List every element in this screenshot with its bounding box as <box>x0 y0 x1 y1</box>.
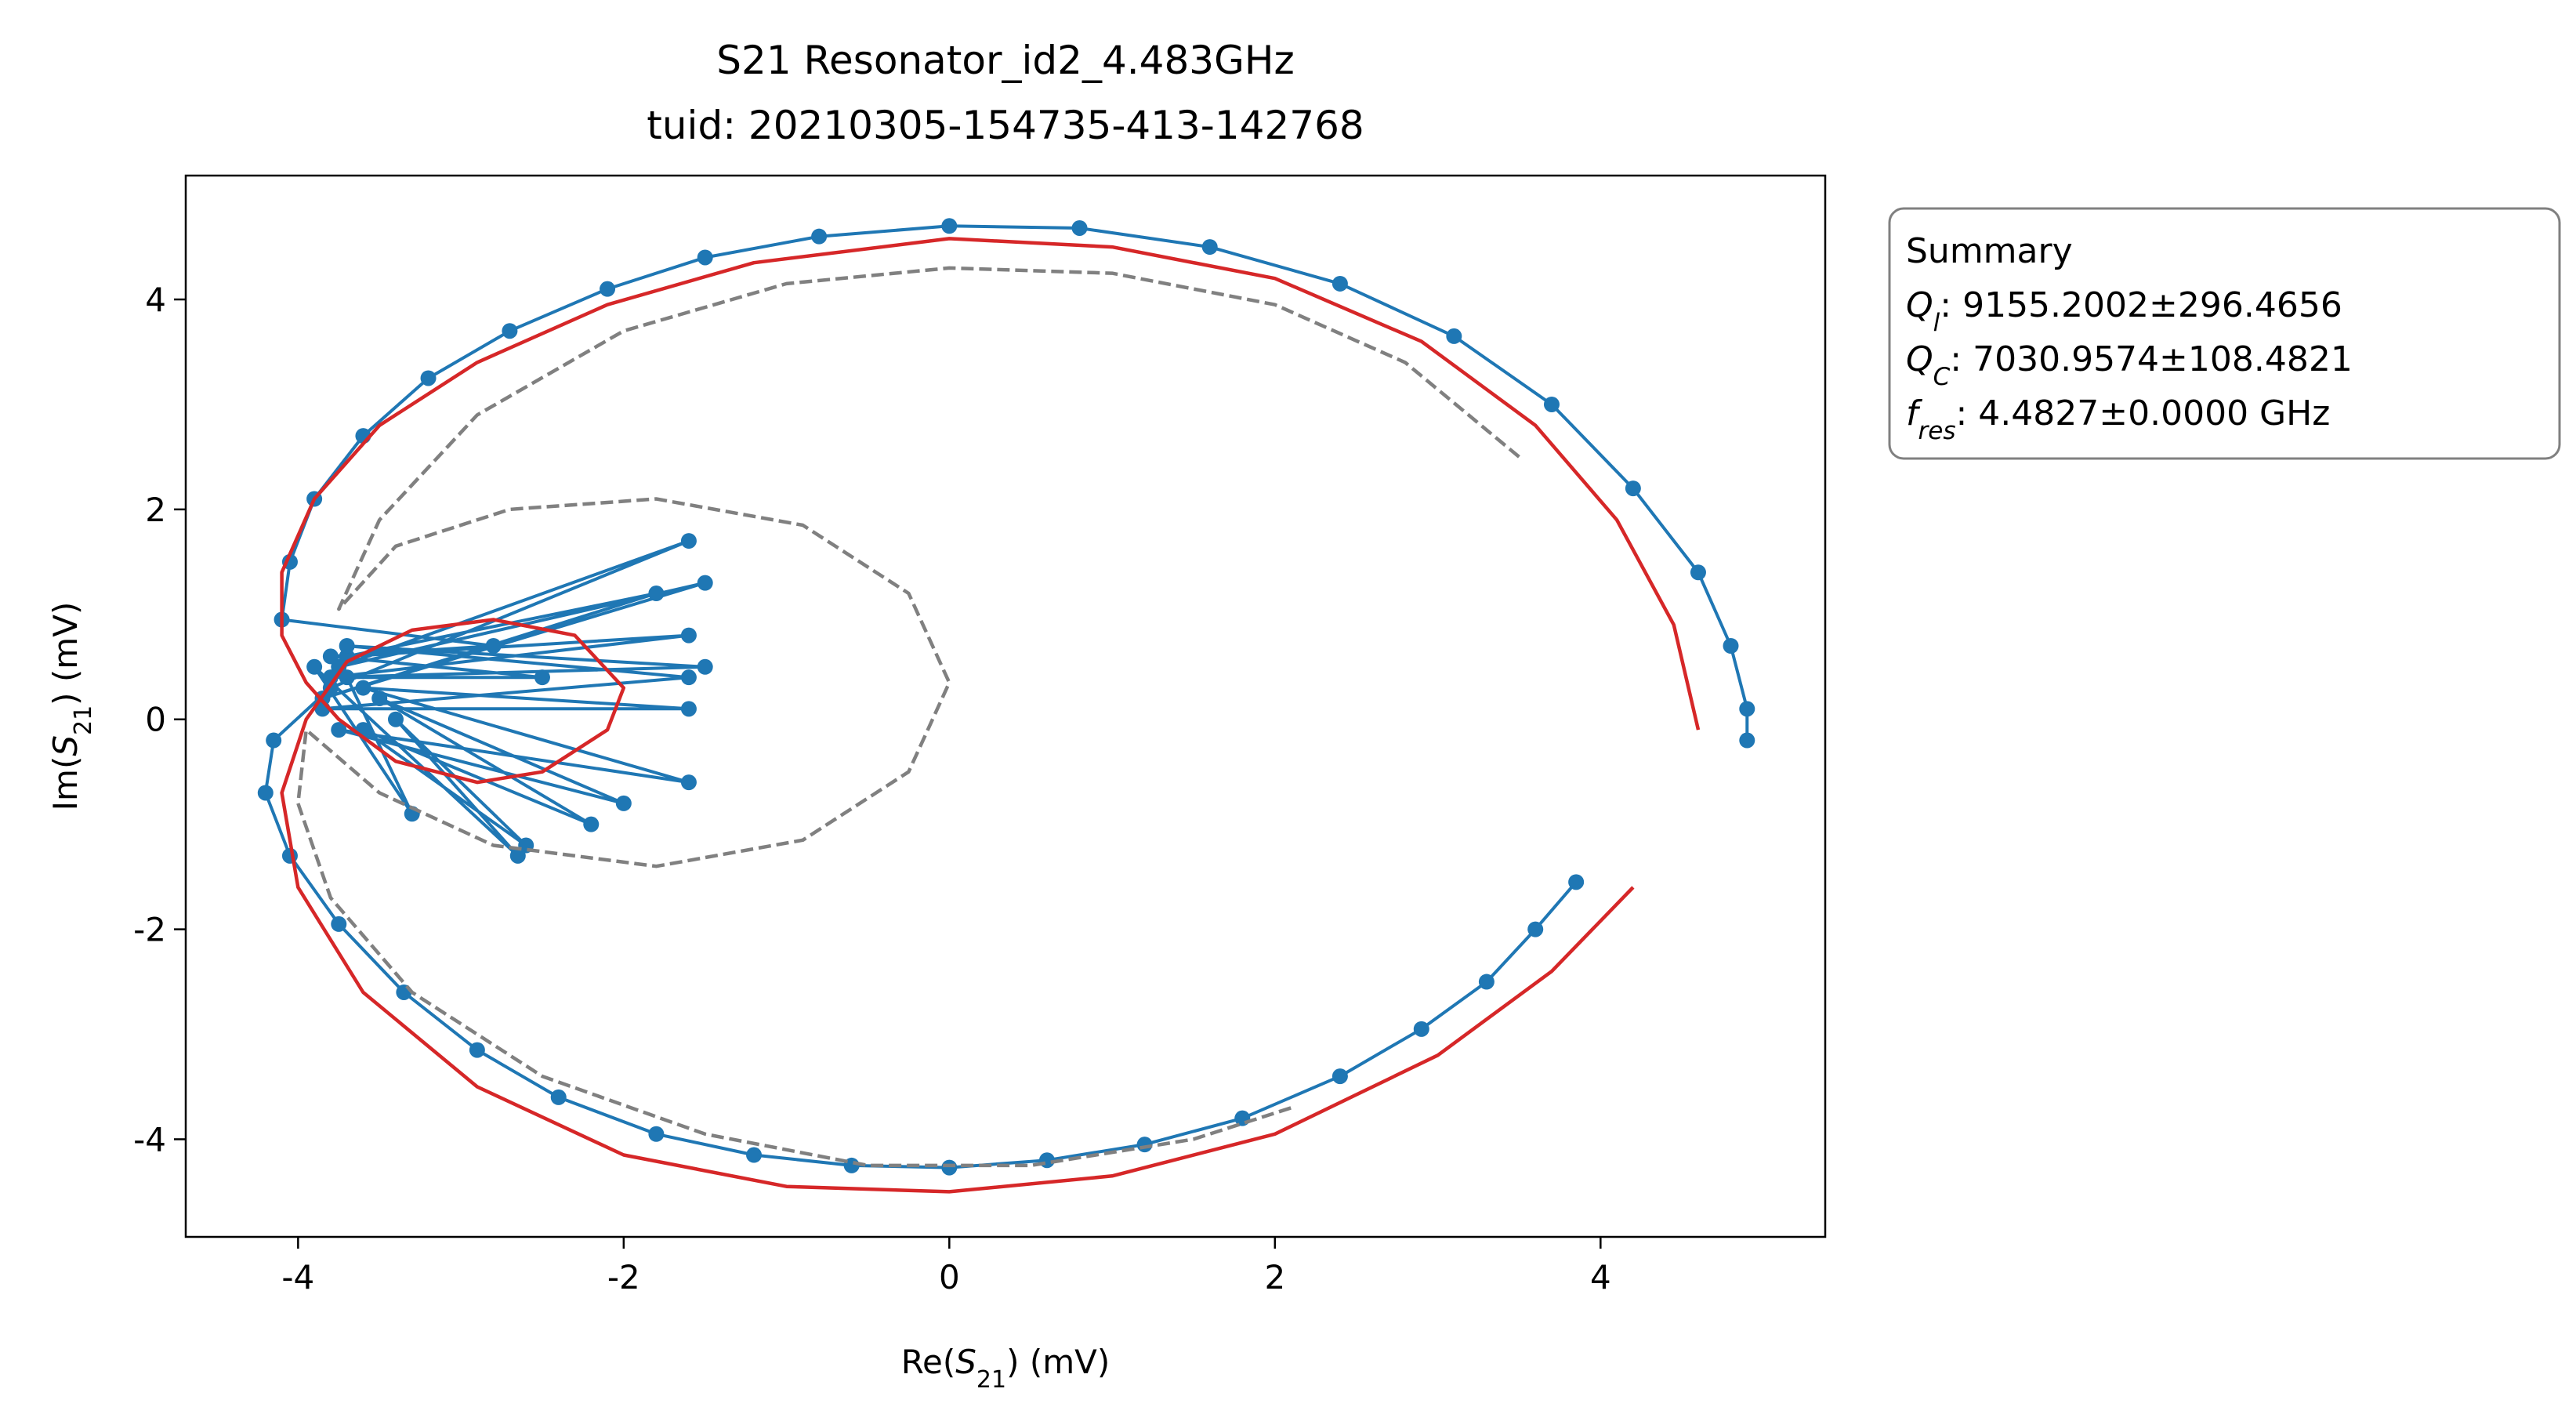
summary-line: fres: 4.4827±0.0000 GHz <box>1906 393 2330 445</box>
data-point <box>697 575 713 591</box>
x-tick-label: -4 <box>281 1258 314 1296</box>
data-point <box>371 690 388 706</box>
data-point <box>306 658 323 675</box>
summary-subscript: res <box>1918 417 1956 445</box>
summary-subscript: l <box>1933 309 1940 337</box>
data-point <box>811 228 828 245</box>
y-tick-label: -2 <box>133 911 166 949</box>
chart-title: S21 Resonator_id2_4.483GHz <box>716 38 1294 83</box>
summary-value: : 7030.9574±108.4821 <box>1950 339 2353 379</box>
label-symbol: S <box>955 1343 976 1381</box>
data-point <box>697 249 713 266</box>
x-tick-label: 4 <box>1590 1258 1611 1296</box>
summary-subscript: C <box>1933 363 1951 391</box>
y-tick-label: 0 <box>145 701 166 739</box>
label-subscript: 21 <box>70 705 97 735</box>
y-axis-label: Im(S21) (mV) <box>46 602 97 811</box>
data-point <box>1690 564 1706 581</box>
y-tick-label: -4 <box>133 1120 166 1158</box>
summary-line: Ql: 9155.2002±296.4656 <box>1906 285 2342 337</box>
x-tick-label: 2 <box>1264 1258 1285 1296</box>
label-subscript: 21 <box>976 1366 1006 1394</box>
summary-value: : 9155.2002±296.4656 <box>1940 285 2342 325</box>
label-text: ) (mV) <box>46 602 85 705</box>
data-point <box>387 711 404 727</box>
data-point <box>1478 974 1495 990</box>
x-axis-label: Re(S21) (mV) <box>901 1343 1110 1394</box>
summary-symbol: Q <box>1906 339 1933 379</box>
data-point <box>509 847 526 864</box>
data-point <box>600 281 616 297</box>
data-point <box>322 648 339 665</box>
data-point <box>1625 480 1641 497</box>
data-point <box>420 370 437 386</box>
summary-value: : 4.4827±0.0000 GHz <box>1955 393 2330 433</box>
data-point <box>1723 637 1739 654</box>
label-text: Im( <box>46 756 85 811</box>
label-text: Re( <box>901 1343 956 1381</box>
data-point <box>1413 1021 1429 1037</box>
data-point <box>648 586 665 602</box>
y-tick-label: 2 <box>145 491 166 529</box>
data-point <box>941 1159 958 1176</box>
data-point <box>534 669 550 686</box>
data-point <box>331 916 347 932</box>
summary-symbol: Q <box>1906 285 1933 325</box>
axes-frame <box>184 174 1827 1238</box>
data-point <box>941 218 958 234</box>
data-point <box>1739 732 1755 749</box>
data-point <box>680 533 697 549</box>
data-point <box>615 795 632 811</box>
series-line <box>296 266 1520 1168</box>
data-point <box>1527 921 1544 937</box>
data-point <box>339 637 355 654</box>
plot-area <box>257 218 1755 1194</box>
y-tick-label: 4 <box>145 281 166 319</box>
summary-heading: Summary <box>1906 231 2073 271</box>
data-point <box>502 323 518 339</box>
summary-box <box>1888 207 2561 460</box>
data-point <box>266 732 282 749</box>
x-tick-label: -2 <box>607 1258 640 1296</box>
data-point <box>680 774 697 791</box>
data-point <box>550 1089 567 1105</box>
data-point <box>1071 219 1088 236</box>
data-point <box>339 669 355 686</box>
data-point <box>680 627 697 644</box>
series-line <box>280 237 1701 1194</box>
x-tick-label: 0 <box>939 1258 960 1296</box>
data-point <box>1201 239 1218 256</box>
data-point <box>697 658 713 675</box>
data-point <box>257 785 274 801</box>
data-point <box>746 1147 763 1163</box>
data-point <box>355 680 371 696</box>
data-point <box>583 816 600 832</box>
data-point <box>680 701 697 717</box>
data-point <box>1331 275 1348 292</box>
data-point <box>1568 874 1585 890</box>
data-point <box>469 1042 485 1058</box>
data-point <box>485 637 502 654</box>
data-point <box>1739 701 1755 717</box>
label-symbol: S <box>46 735 85 756</box>
data-point <box>1331 1068 1348 1085</box>
data-point <box>331 722 347 738</box>
data-point <box>1446 328 1462 344</box>
label-text: ) (mV) <box>1006 1343 1110 1381</box>
data-point <box>680 669 697 686</box>
chart-subtitle: tuid: 20210305-154735-413-142768 <box>647 103 1364 148</box>
data-point <box>648 1126 665 1142</box>
summary-line: QC: 7030.9574±108.4821 <box>1906 339 2353 391</box>
data-point <box>1543 396 1560 412</box>
